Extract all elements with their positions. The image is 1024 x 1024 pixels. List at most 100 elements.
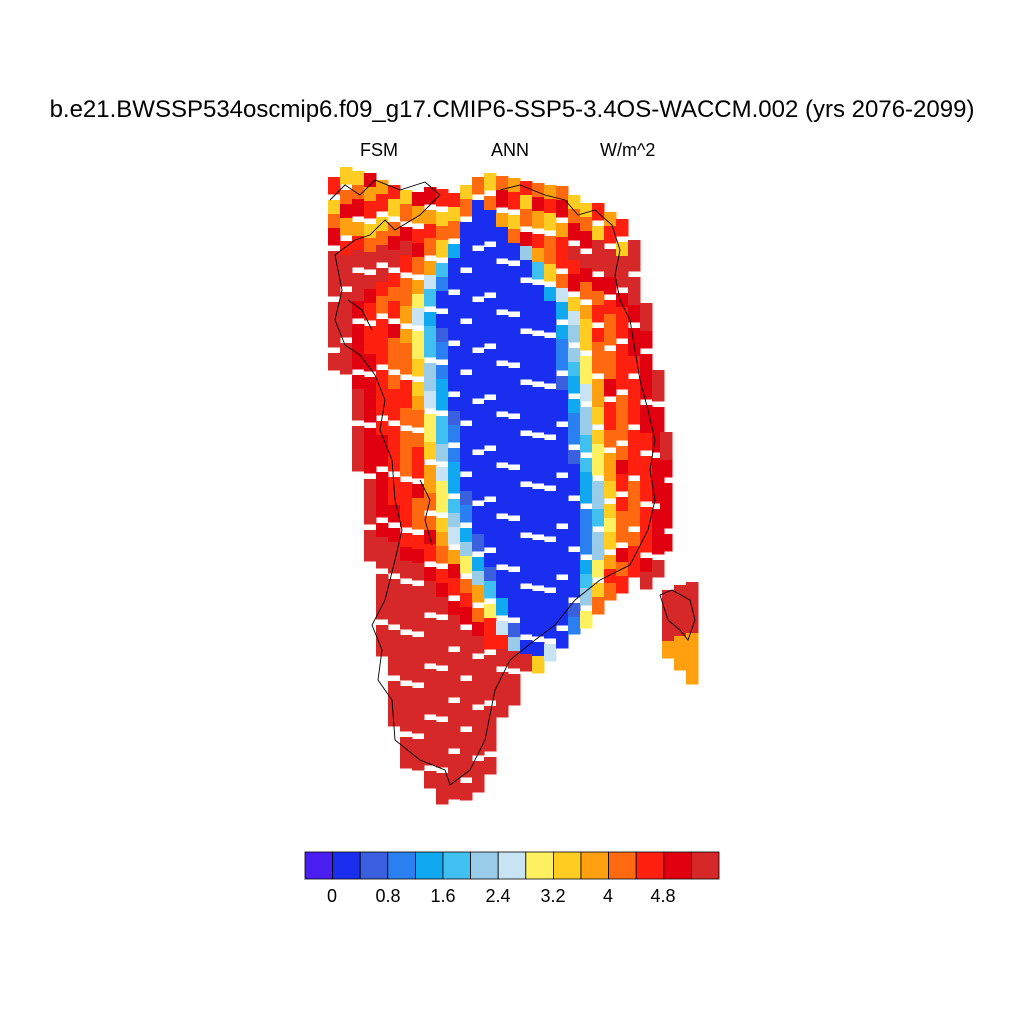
grid-cell	[388, 199, 401, 217]
grid-cell	[484, 400, 497, 418]
grid-cell	[592, 597, 605, 615]
grid-cell	[424, 326, 437, 344]
grid-cell	[472, 585, 485, 603]
grid-cell	[616, 511, 629, 529]
grid-cell	[640, 368, 653, 386]
grid-cell	[580, 486, 593, 504]
grid-cell	[592, 240, 605, 258]
grid-cell	[580, 472, 593, 490]
grid-cell	[412, 484, 425, 502]
grid-cell	[472, 775, 485, 793]
grid-cell	[640, 303, 653, 321]
grid-cell	[532, 503, 545, 521]
grid-cell	[388, 593, 401, 611]
grid-cell	[508, 331, 521, 349]
grid-cell	[340, 269, 353, 287]
grid-cell	[568, 297, 581, 315]
grid-cell	[532, 364, 545, 382]
grid-cell	[412, 498, 425, 516]
grid-cell	[460, 732, 473, 750]
grid-cell	[364, 377, 377, 395]
grid-cell	[424, 363, 437, 381]
grid-cell	[364, 530, 377, 548]
grid-cell	[388, 287, 401, 305]
grid-cell	[364, 428, 377, 446]
grid-cell	[424, 646, 437, 664]
grid-cell	[544, 389, 557, 407]
grid-cell	[520, 436, 533, 454]
grid-cell	[640, 354, 653, 372]
grid-cell	[364, 289, 377, 307]
grid-cell	[568, 223, 581, 241]
map-title: b.e21.BWSSP534oscmip6.f09_g17.CMIP6-SSP5…	[49, 96, 975, 123]
grid-cell	[592, 328, 605, 346]
colorbar-swatch	[359, 851, 389, 880]
grid-cell	[364, 340, 377, 358]
grid-cell	[520, 515, 533, 533]
grid-cell	[652, 560, 665, 578]
grid-cell	[436, 481, 449, 499]
grid-cell	[400, 612, 413, 630]
grid-cell	[412, 563, 425, 581]
colorbar-swatch	[663, 851, 692, 880]
grid-cell	[364, 303, 377, 321]
colorbar-swatch	[691, 851, 720, 880]
grid-cell	[640, 433, 653, 451]
grid-cell	[520, 209, 533, 227]
grid-cell	[556, 478, 569, 496]
grid-cell	[508, 521, 521, 539]
grid-cell	[328, 177, 341, 195]
grid-cell	[400, 547, 413, 565]
grid-cell	[472, 432, 485, 450]
grid-cell	[532, 299, 545, 317]
grid-cell	[580, 560, 593, 578]
grid-cell	[628, 560, 641, 578]
grid-cell	[328, 279, 341, 297]
grid-cell	[616, 474, 629, 492]
grid-cell	[364, 442, 377, 460]
grid-cell	[484, 502, 497, 520]
grid-cell	[460, 338, 473, 356]
grid-cell	[544, 213, 557, 231]
grid-cell	[580, 523, 593, 541]
grid-cell	[628, 430, 641, 448]
grid-cell	[496, 431, 509, 449]
grid-cell	[508, 651, 521, 669]
grid-cell	[520, 195, 533, 213]
grid-cell	[520, 246, 533, 264]
grid-cell	[604, 583, 617, 601]
grid-cell	[400, 737, 413, 755]
grid-cell	[412, 614, 425, 632]
grid-cell	[460, 454, 473, 472]
grid-cell	[532, 517, 545, 535]
grid-cell	[686, 650, 699, 668]
grid-cell	[556, 631, 569, 649]
grid-cell	[472, 302, 485, 320]
grid-cell	[424, 210, 437, 228]
grid-cell	[364, 275, 377, 293]
grid-cell	[616, 372, 629, 390]
grid-cell	[400, 343, 413, 361]
grid-cell	[568, 580, 581, 598]
grid-cell	[448, 578, 461, 596]
grid-cell	[496, 417, 509, 435]
grid-cell	[436, 393, 449, 411]
grid-cell	[568, 478, 581, 496]
grid-cell	[400, 394, 413, 412]
grid-cell	[508, 688, 521, 706]
grid-cell	[460, 579, 473, 597]
grid-cell	[424, 442, 437, 460]
grid-cell	[412, 600, 425, 618]
grid-cell	[616, 525, 629, 543]
grid-cell	[520, 413, 533, 431]
grid-cell	[460, 681, 473, 699]
grid-cell	[436, 365, 449, 383]
grid-cell	[640, 507, 653, 525]
grid-cell	[484, 516, 497, 534]
grid-cell	[436, 699, 449, 717]
grid-cell	[448, 782, 461, 800]
grid-cell	[412, 308, 425, 326]
grid-cell	[520, 232, 533, 250]
grid-cell	[508, 345, 521, 363]
grid-cell	[592, 509, 605, 527]
